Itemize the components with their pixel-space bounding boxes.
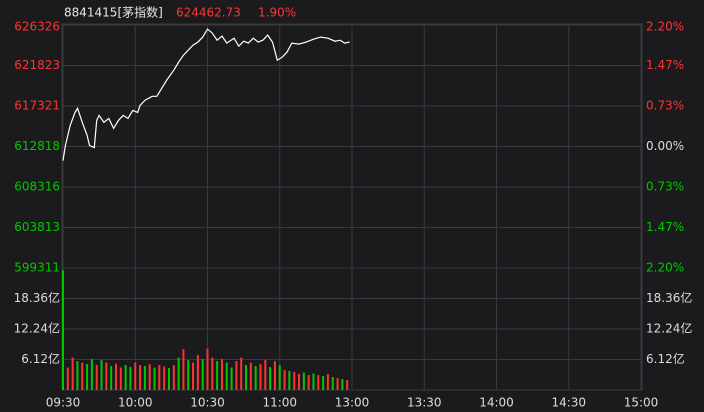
volume-bar: [225, 362, 228, 390]
y2-tick-label: 0.73%: [646, 179, 684, 193]
volume-bar: [326, 374, 329, 390]
volume-bar: [124, 365, 127, 390]
volume-bar: [76, 361, 79, 390]
volume-bar: [148, 364, 151, 390]
volume-bar: [278, 365, 281, 390]
y2-tick-label: 2.20%: [646, 261, 684, 275]
volume-bar: [254, 366, 257, 390]
volume-bar: [273, 361, 276, 390]
volume-bar: [317, 375, 320, 390]
volume-bar: [90, 359, 93, 390]
price-line: [62, 28, 350, 161]
volume-bar: [143, 366, 146, 390]
volume-bar: [134, 362, 137, 390]
volume-tick-label-right: 12.24亿: [646, 321, 692, 336]
volume-bar: [322, 376, 325, 390]
volume-tick-label: 6.12亿: [21, 351, 60, 366]
volume-bar: [100, 360, 103, 390]
volume-bar: [206, 348, 209, 390]
y2-tick-label: 1.47%: [646, 58, 684, 72]
volume-bar: [172, 365, 175, 390]
volume-bar: [230, 367, 233, 390]
volume-bar: [264, 360, 267, 390]
y-tick-label: 608316: [14, 180, 60, 194]
volume-tick-label-right: 18.36亿: [646, 290, 692, 305]
y-tick-label: 626326: [14, 20, 60, 34]
y-tick-label: 612818: [14, 139, 60, 153]
volume-bar: [331, 377, 334, 390]
volume-bar: [105, 362, 108, 390]
x-tick-label: 10:30: [190, 396, 225, 410]
volume-bar: [182, 349, 185, 390]
y-tick-label: 617321: [14, 99, 60, 113]
x-tick-label: 13:00: [335, 396, 370, 410]
change-percent: 1.90%: [258, 6, 296, 20]
volume-bar: [346, 380, 349, 390]
x-tick-label: 14:30: [551, 396, 586, 410]
volume-bar: [235, 361, 238, 390]
volume-bar: [196, 355, 199, 390]
volume-bar: [81, 362, 84, 390]
y2-tick-label: 1.47%: [646, 220, 684, 234]
y-tick-label: 599311: [14, 261, 60, 275]
volume-bar: [66, 367, 69, 390]
volume-bar: [240, 357, 243, 390]
volume-bar: [249, 362, 252, 390]
volume-bar: [153, 367, 156, 390]
volume-bar: [129, 367, 132, 390]
volume-bar: [71, 357, 74, 390]
volume-bar: [336, 378, 339, 390]
y-tick-label: 621823: [14, 58, 60, 72]
y2-tick-label: 0.00%: [646, 139, 684, 153]
volume-bar: [245, 365, 248, 390]
volume-bar: [220, 359, 223, 390]
volume-bar: [139, 365, 142, 390]
volume-bar: [302, 372, 305, 390]
volume-bar: [192, 362, 195, 390]
volume-bar: [269, 367, 272, 390]
volume-bar: [114, 363, 117, 390]
x-tick-label: 09:30: [46, 396, 81, 410]
volume-bar: [211, 357, 214, 390]
x-tick-label: 15:00: [624, 396, 659, 410]
volume-bar: [283, 370, 286, 390]
volume-bar: [216, 361, 219, 390]
volume-bar: [201, 359, 204, 390]
x-tick-label: 11:00: [262, 396, 297, 410]
volume-bar: [293, 372, 296, 390]
y-tick-label: 603813: [14, 220, 60, 234]
volume-bar: [341, 379, 344, 390]
volume-bar: [95, 365, 98, 390]
volume-bar: [312, 373, 315, 390]
y2-tick-label: 0.73%: [646, 99, 684, 113]
volume-bar: [86, 364, 89, 390]
volume-tick-label: 18.36亿: [14, 290, 60, 305]
x-tick-label: 13:30: [407, 396, 442, 410]
x-tick-label: 10:00: [118, 396, 153, 410]
volume-bar: [110, 366, 113, 390]
volume-bar: [288, 371, 291, 390]
volume-bar: [259, 364, 262, 390]
volume-bar: [119, 367, 122, 390]
volume-tick-label-right: 6.12亿: [646, 351, 685, 366]
volume-bar: [307, 375, 310, 390]
last-price: 624462.73: [176, 6, 241, 20]
volume-bar: [177, 357, 180, 390]
x-tick-label: 14:00: [479, 396, 514, 410]
volume-bar: [167, 368, 170, 390]
volume-tick-label: 12.24亿: [14, 321, 60, 336]
volume-bar: [158, 365, 161, 390]
y2-tick-label: 2.20%: [646, 20, 684, 34]
index-name: 8841415[茅指数]: [64, 5, 163, 20]
volume-bar: [298, 374, 301, 390]
volume-bar: [163, 366, 166, 390]
volume-bar: [187, 360, 190, 390]
volume-bar: [62, 270, 64, 390]
